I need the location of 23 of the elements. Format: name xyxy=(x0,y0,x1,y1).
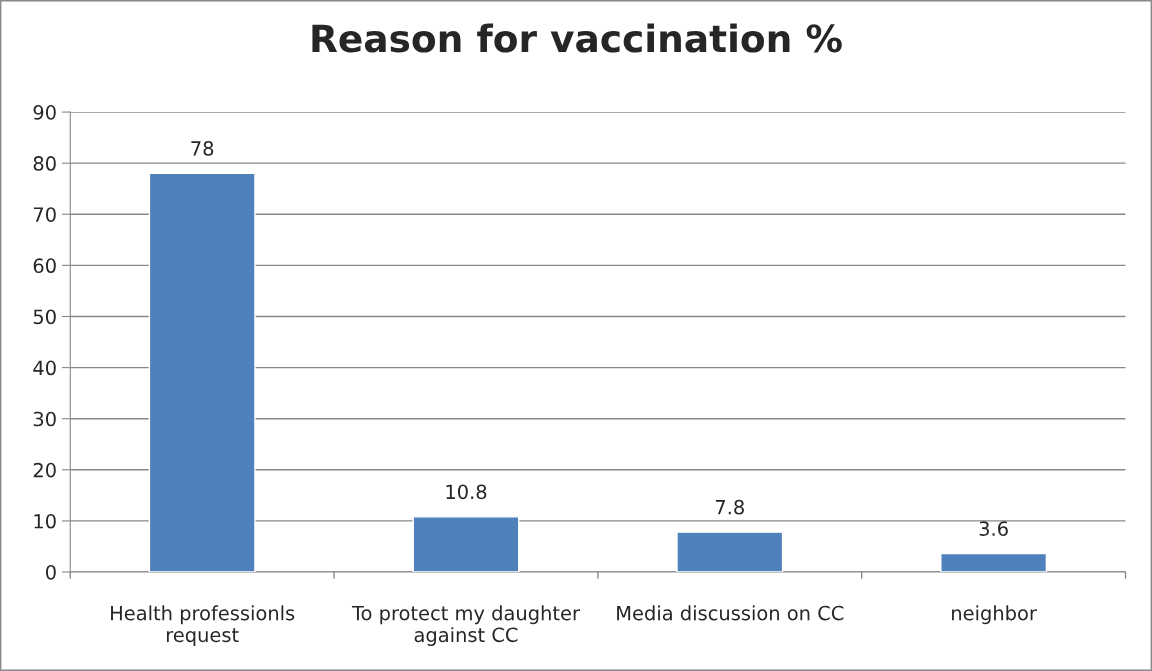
x-tick-label: To protect my daughter against CC xyxy=(351,605,580,646)
y-tick-label: 20 xyxy=(33,462,56,478)
y-tick-label: 60 xyxy=(33,258,56,274)
data-label: 3.6 xyxy=(979,521,1008,536)
bar xyxy=(412,516,520,573)
bar xyxy=(940,552,1048,573)
data-label: 10.8 xyxy=(446,484,487,500)
data-label: 78 xyxy=(191,141,214,156)
x-tick-label: Health professionls request xyxy=(111,605,295,646)
y-tick-label: 90 xyxy=(33,105,56,120)
y-tick-label: 80 xyxy=(33,156,56,171)
y-tick-label: 50 xyxy=(33,309,56,325)
y-tick-label: 10 xyxy=(34,513,56,529)
bar xyxy=(676,531,784,573)
y-tick-label: 0 xyxy=(45,564,56,580)
x-tick-label: Media discussion on CC xyxy=(617,605,844,621)
y-tick-label: 40 xyxy=(33,360,56,376)
y-tick-label: 30 xyxy=(33,411,56,427)
x-tick-label: neighbor xyxy=(952,605,1037,625)
chart-title: Reason for vaccination % xyxy=(312,23,842,53)
data-label: 7.8 xyxy=(715,499,744,515)
y-tick-label: 70 xyxy=(33,207,56,222)
bar xyxy=(148,172,256,573)
